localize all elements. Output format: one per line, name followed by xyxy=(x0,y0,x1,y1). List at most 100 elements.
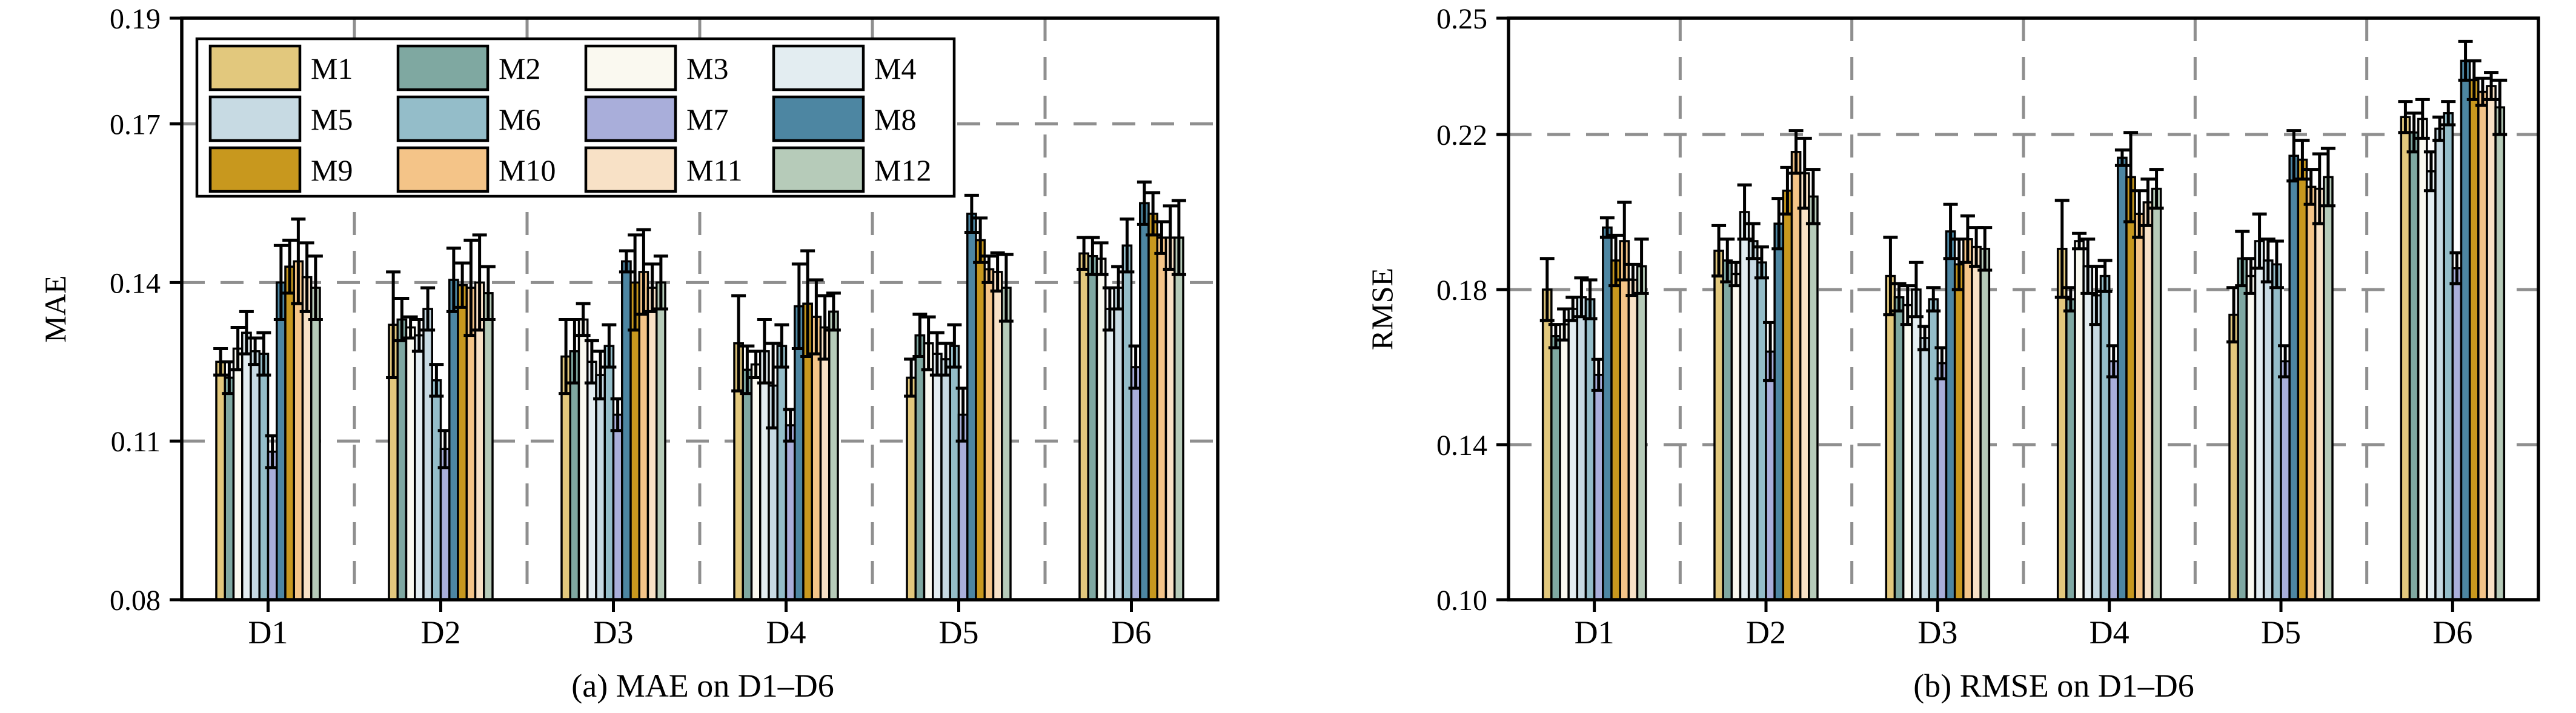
ytick-label-0.14-mae: 0.14 xyxy=(110,267,161,299)
panel-mae: D1 D2 D3 D4 D5 D6 0.08 0.11 0.14 0.17 0.19 xyxy=(110,3,1220,651)
bar-M7-D6 xyxy=(1130,366,1141,601)
xtick-label-D3-mae: D3 xyxy=(594,614,634,651)
caption-panel-a: (a) MAE on D1–D6 xyxy=(571,668,834,704)
bar-M4-D4 xyxy=(2082,265,2094,601)
legend-swatch-M9 xyxy=(208,146,302,193)
bar-M2-D6 xyxy=(1087,254,1098,601)
bar-M1-D1 xyxy=(215,360,226,601)
xtick-label-D1-rmse: D1 xyxy=(1575,614,1615,651)
bar-M9-D1 xyxy=(1610,259,1621,601)
legend-swatch-M8 xyxy=(772,95,865,142)
legend-label-M7: M7 xyxy=(686,102,728,136)
bar-M2-D2 xyxy=(1722,259,1733,601)
ytick-label-0.18-rmse: 0.18 xyxy=(1436,274,1487,307)
bar-M12-D3 xyxy=(656,281,666,601)
plot-frame-mae xyxy=(180,16,1220,602)
bar-M3-D1 xyxy=(1559,323,1570,601)
bar-M8-D6 xyxy=(1139,202,1150,601)
ytick-label-0.10-rmse: 0.10 xyxy=(1436,585,1487,617)
bar-M2-D3 xyxy=(1893,296,1905,601)
bar-M10-D6 xyxy=(1156,236,1167,601)
legend-label-M6: M6 xyxy=(499,102,540,136)
bar-M11-D1 xyxy=(1627,279,1639,601)
xtick-label-D4-rmse: D4 xyxy=(2090,614,2130,651)
bar-M11-D6 xyxy=(1164,236,1176,601)
bar-M1-D3 xyxy=(1885,274,1896,601)
bar-M1-D1 xyxy=(1541,288,1553,601)
bar-M7-D2 xyxy=(439,448,451,601)
bar-M9-D2 xyxy=(457,284,468,601)
bar-M2-D4 xyxy=(742,368,753,601)
legend-label-M11: M11 xyxy=(686,153,743,187)
bar-M12-D1 xyxy=(1636,265,1647,601)
xtick-label-D5-mae: D5 xyxy=(939,614,979,651)
bar-M6-D2 xyxy=(431,379,442,601)
legend-swatch-M12 xyxy=(772,146,865,193)
bar-M12-D1 xyxy=(310,287,321,601)
bar-M4-D6 xyxy=(2426,170,2437,601)
bar-M5-D6 xyxy=(1113,287,1124,601)
bar-M6-D3 xyxy=(603,345,615,601)
legend-swatch-M1 xyxy=(208,44,302,91)
bar-M11-D2 xyxy=(1799,172,1810,601)
plot-frame-rmse xyxy=(1507,16,2540,602)
bar-M4-D2 xyxy=(414,334,425,601)
bar-M3-D6 xyxy=(1095,257,1107,601)
legend: M1 M2 M3 M4 M5 M6 M7 M8 M9 M10 M11 M12 xyxy=(195,37,956,198)
bar-M4-D2 xyxy=(1739,211,1750,601)
bar-M11-D3 xyxy=(1971,245,1982,601)
bar-M12-D2 xyxy=(1808,195,1819,601)
ytick-label-0.14-rmse: 0.14 xyxy=(1436,429,1487,462)
bar-M12-D5 xyxy=(2323,176,2334,601)
bar-M1-D6 xyxy=(2400,116,2411,601)
ytick-label-0.25-rmse: 0.25 xyxy=(1436,3,1487,35)
bar-M6-D2 xyxy=(1756,261,1767,601)
legend-swatch-M11 xyxy=(584,146,677,193)
bar-M6-D5 xyxy=(2271,263,2282,601)
bar-M3-D4 xyxy=(750,363,762,601)
y-axis-label-rmse: RMSE xyxy=(1365,268,1399,350)
bar-M12-D5 xyxy=(1001,287,1012,601)
bar-M9-D6 xyxy=(2468,79,2480,601)
bar-M3-D5 xyxy=(923,342,934,601)
ytick-label-0.08-mae: 0.08 xyxy=(110,585,161,617)
bar-M7-D6 xyxy=(2451,267,2463,601)
bar-M2-D5 xyxy=(914,334,926,601)
bar-M6-D1 xyxy=(258,353,270,601)
bar-M5-D2 xyxy=(1747,240,1759,601)
bar-M9-D2 xyxy=(1782,190,1793,601)
bar-M11-D3 xyxy=(646,287,658,601)
bar-M2-D2 xyxy=(396,318,408,601)
y-axis-label-mae: MAE xyxy=(38,275,72,342)
bar-M1-D4 xyxy=(2056,248,2068,601)
bar-M2-D5 xyxy=(2237,257,2248,601)
bar-M1-D5 xyxy=(906,376,917,601)
bar-M3-D2 xyxy=(405,326,416,601)
bar-M11-D6 xyxy=(2486,85,2497,601)
bar-M5-D4 xyxy=(2091,294,2102,601)
ytick-label-0.17-mae: 0.17 xyxy=(110,109,161,141)
bar-M9-D5 xyxy=(2297,158,2308,601)
panel-rmse: D1 D2 D3 D4 D5 D6 0.10 0.14 0.18 0.22 0.25 xyxy=(1436,3,2540,651)
legend-label-M8: M8 xyxy=(874,102,916,136)
bar-M9-D3 xyxy=(1953,263,1965,601)
bar-M4-D3 xyxy=(1911,288,1922,601)
bar-M11-D1 xyxy=(301,276,313,601)
xtick-label-D2-rmse: D2 xyxy=(1746,614,1786,651)
bar-M10-D3 xyxy=(1962,238,1973,601)
bar-M3-D3 xyxy=(577,318,589,601)
caption-panel-b: (b) RMSE on D1–D6 xyxy=(1913,668,2194,704)
legend-swatch-M6 xyxy=(396,95,490,142)
bar-M5-D2 xyxy=(422,308,433,601)
bar-M4-D5 xyxy=(932,353,943,601)
xtick-label-D6-rmse: D6 xyxy=(2432,614,2472,651)
bar-M2-D1 xyxy=(224,376,235,601)
bar-M5-D3 xyxy=(1919,337,1930,601)
bar-M10-D5 xyxy=(2305,185,2317,601)
legend-label-M3: M3 xyxy=(686,51,728,85)
xtick-label-D4-mae: D4 xyxy=(766,614,806,651)
bar-M6-D6 xyxy=(1121,244,1133,601)
bar-M3-D2 xyxy=(1730,273,1742,601)
legend-label-M4: M4 xyxy=(874,51,916,85)
